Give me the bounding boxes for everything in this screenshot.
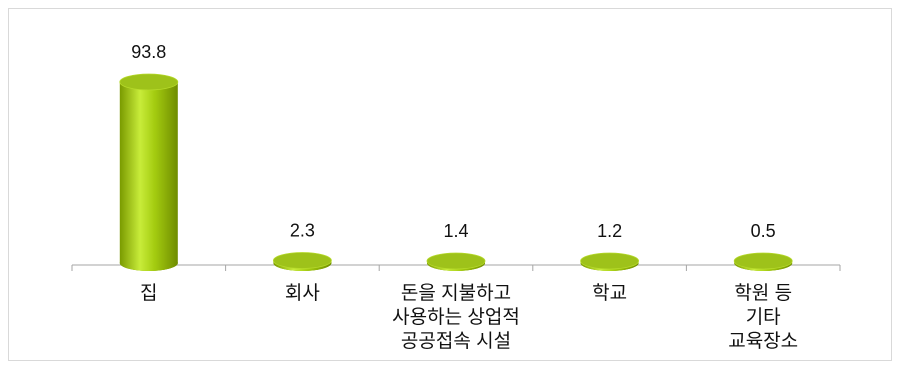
bar-series — [119, 73, 793, 271]
bar-3 — [426, 252, 486, 271]
category-label-line: 돈을 지불하고 — [401, 282, 511, 304]
category-label: 돈을 지불하고 사용하는 상업적 공공접속 시설 — [392, 282, 520, 352]
bar-top — [119, 73, 179, 91]
data-label: 2.3 — [290, 221, 315, 241]
category-label-line: 교육장소 — [728, 330, 798, 352]
bar-top — [272, 252, 332, 269]
bar-body — [119, 82, 178, 271]
data-label: 93.8 — [131, 42, 166, 62]
category-label: 학원 등 기타 교육장소 — [728, 282, 798, 352]
category-labels: 집 회사 돈을 지불하고 사용하는 상업적 공공접속 시설 학교 학원 등 기타 교육장소 — [140, 282, 798, 352]
value-labels: 93.8 2.3 1.4 1.2 0.5 — [131, 42, 775, 241]
data-label: 0.5 — [751, 221, 776, 241]
bar-5 — [733, 252, 793, 271]
bar-top — [580, 252, 639, 270]
data-label: 1.2 — [597, 221, 622, 241]
category-label: 학교 — [592, 282, 627, 304]
category-label-line: 기타 — [746, 306, 781, 328]
bar-top — [733, 252, 793, 270]
bar-1 — [119, 73, 179, 271]
data-label: 1.4 — [443, 221, 468, 241]
category-label-line: 학교 — [592, 282, 627, 304]
bar-2 — [272, 252, 332, 271]
bar-top — [426, 252, 486, 270]
bar-4 — [580, 252, 639, 271]
category-label-line: 공공접속 시설 — [401, 330, 511, 352]
category-label-line: 집 — [140, 282, 157, 304]
category-label-line: 회사 — [285, 282, 320, 304]
category-label-line: 학원 등 — [734, 282, 792, 304]
category-label: 회사 — [285, 282, 320, 304]
category-label-line: 사용하는 상업적 — [392, 306, 520, 328]
category-label: 집 — [140, 282, 157, 304]
